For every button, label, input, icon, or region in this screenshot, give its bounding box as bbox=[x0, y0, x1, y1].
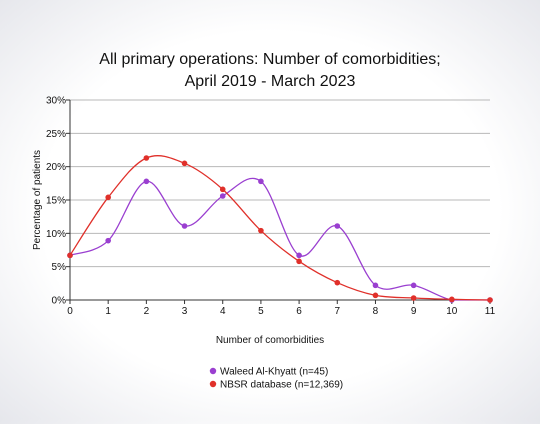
x-tick-labels: 0 1 2 3 4 5 6 7 8 9 10 11 bbox=[67, 306, 495, 317]
data-point-series-2 bbox=[105, 194, 111, 201]
y-tick-label: 5% bbox=[52, 262, 67, 273]
data-point-series-1 bbox=[143, 178, 150, 185]
y-tick-label: 30% bbox=[46, 96, 66, 107]
series-points bbox=[67, 155, 493, 303]
data-point-series-2 bbox=[410, 295, 417, 301]
data-point-series-2 bbox=[143, 155, 150, 161]
chart-title-line1: All primary operations: Number of comorb… bbox=[99, 51, 440, 68]
axes bbox=[66, 99, 491, 304]
x-tick-label: 3 bbox=[182, 306, 188, 317]
data-point-series-2 bbox=[449, 296, 455, 303]
data-point-series-1 bbox=[410, 282, 417, 289]
data-point-series-2 bbox=[258, 227, 264, 234]
gridlines bbox=[70, 99, 490, 268]
x-tick-label: 5 bbox=[258, 306, 264, 317]
x-axis-label: Number of comorbidities bbox=[216, 335, 324, 346]
data-point-series-1 bbox=[181, 223, 188, 229]
data-point-series-1 bbox=[105, 237, 111, 244]
data-point-series-1 bbox=[258, 178, 264, 185]
legend: Waleed Al-Khyatt (n=45) NBSR database (n… bbox=[209, 367, 343, 391]
data-point-series-2 bbox=[296, 258, 302, 265]
data-point-series-2 bbox=[487, 297, 493, 303]
x-tick-label: 1 bbox=[105, 306, 111, 317]
x-tick-label: 0 bbox=[67, 306, 73, 317]
x-tick-label: 6 bbox=[296, 306, 302, 317]
chart-title-line2: April 2019 - March 2023 bbox=[185, 73, 356, 90]
x-tick-label: 11 bbox=[485, 306, 496, 317]
y-tick-label: 25% bbox=[46, 129, 66, 140]
data-point-series-2 bbox=[334, 279, 341, 286]
series-line-2 bbox=[69, 155, 491, 301]
legend-label-series-1: Waleed Al-Khyatt (n=45) bbox=[220, 367, 328, 378]
x-tick-label: 10 bbox=[446, 306, 458, 317]
x-tick-label: 8 bbox=[373, 306, 379, 317]
x-tick-label: 2 bbox=[144, 306, 150, 317]
data-point-series-1 bbox=[334, 223, 341, 229]
legend-marker-series-2 bbox=[209, 380, 217, 388]
data-point-series-1 bbox=[296, 252, 302, 259]
y-tick-label: 0% bbox=[52, 296, 67, 307]
series-lines bbox=[69, 155, 491, 301]
legend-marker-series-1 bbox=[209, 367, 217, 375]
y-axis-label: Percentage of patients bbox=[32, 150, 43, 250]
legend-label-series-2: NBSR database (n=12,369) bbox=[220, 380, 343, 391]
y-tick-label: 10% bbox=[46, 229, 66, 240]
data-point-series-1 bbox=[372, 282, 379, 289]
y-tick-label: 15% bbox=[46, 196, 66, 207]
x-tick-label: 4 bbox=[220, 306, 226, 317]
series-line-1 bbox=[69, 177, 490, 301]
data-point-series-2 bbox=[219, 186, 226, 193]
y-tick-label: 20% bbox=[46, 162, 66, 173]
y-tick-labels: 0% 5% 10% 15% 20% 25% 30% bbox=[46, 96, 66, 307]
x-tick-label: 9 bbox=[411, 306, 417, 317]
x-tick-label: 7 bbox=[334, 306, 340, 317]
data-point-series-2 bbox=[181, 160, 188, 167]
data-point-series-2 bbox=[372, 292, 379, 299]
data-point-series-2 bbox=[67, 252, 73, 259]
data-point-series-1 bbox=[219, 193, 226, 199]
